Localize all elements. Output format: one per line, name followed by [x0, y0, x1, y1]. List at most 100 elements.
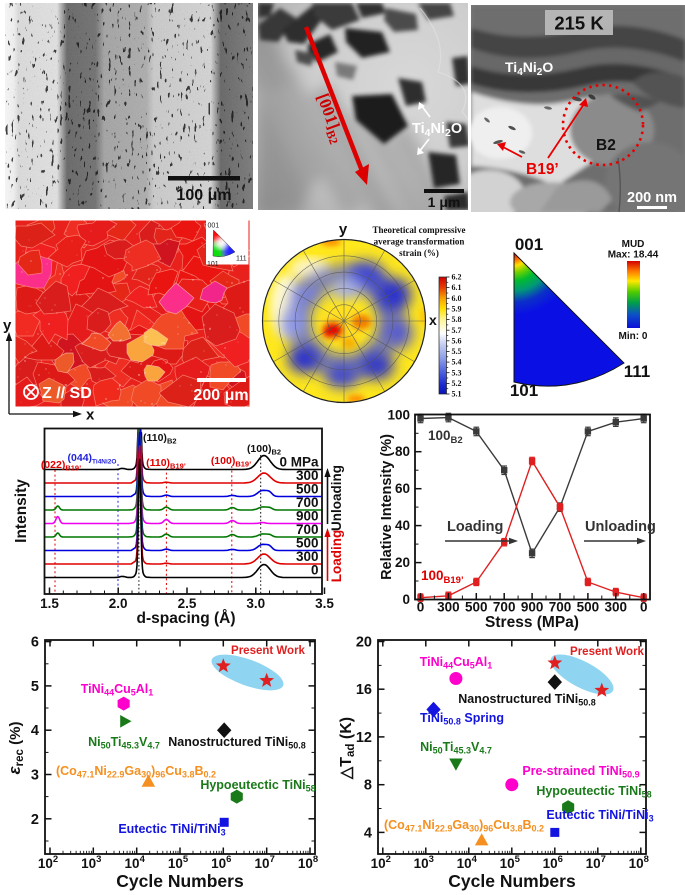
svg-text:Cycle Numbers: Cycle Numbers — [116, 871, 244, 891]
svg-text:0: 0 — [402, 592, 410, 607]
svg-text:6.1: 6.1 — [452, 283, 462, 292]
svg-text:(044)Ti4Ni2O: (044)Ti4Ni2O — [68, 452, 117, 466]
svg-text:111: 111 — [236, 256, 247, 263]
svg-text:(100)B2: (100)B2 — [247, 443, 281, 457]
svg-text:5.8: 5.8 — [452, 315, 462, 324]
svg-text:100: 100 — [387, 407, 410, 422]
svg-text:Loading: Loading — [447, 519, 503, 535]
svg-text:Ni50Ti45.3V4.7: Ni50Ti45.3V4.7 — [88, 735, 160, 751]
svg-text:111: 111 — [624, 362, 651, 381]
svg-text:5.4: 5.4 — [452, 358, 462, 367]
svg-text:5.9: 5.9 — [452, 305, 462, 314]
svg-text:106: 106 — [543, 854, 563, 871]
svg-text:200 nm: 200 nm — [627, 190, 677, 206]
svg-text:500: 500 — [465, 600, 488, 615]
svg-text:20: 20 — [395, 555, 410, 570]
svg-text:TiNi50.8 Spring: TiNi50.8 Spring — [420, 711, 504, 727]
svg-text:Eutectic TiNi/TiNi3: Eutectic TiNi/TiNi3 — [118, 822, 225, 838]
svg-text:001: 001 — [208, 223, 220, 230]
svg-text:6.0: 6.0 — [452, 294, 462, 303]
svg-text:500: 500 — [577, 600, 600, 615]
svg-text:(Co47.1Ni22.9Ga30)96Cu3.8B0.2: (Co47.1Ni22.9Ga30)96Cu3.8B0.2 — [56, 764, 216, 780]
svg-text:105: 105 — [168, 854, 189, 871]
svg-text:107: 107 — [255, 854, 275, 871]
svg-text:5.3: 5.3 — [452, 368, 462, 377]
svg-text:3.0: 3.0 — [246, 596, 265, 611]
svg-text:y: y — [3, 317, 12, 334]
svg-text:Z // SD: Z // SD — [42, 385, 92, 402]
svg-text:20: 20 — [356, 635, 372, 651]
svg-text:102: 102 — [371, 854, 391, 871]
svg-text:0: 0 — [417, 600, 425, 615]
svg-text:B2: B2 — [596, 137, 616, 154]
svg-text:TiNi44Cu5Al1: TiNi44Cu5Al1 — [81, 682, 154, 698]
svg-text:3: 3 — [31, 768, 39, 784]
svg-text:4: 4 — [31, 723, 39, 739]
svg-text:104: 104 — [125, 854, 146, 871]
svg-text:Hypoeutectic TiNi58: Hypoeutectic TiNi58 — [536, 784, 651, 800]
svg-text:B19’: B19’ — [526, 161, 559, 178]
svg-text:0: 0 — [640, 600, 648, 615]
svg-text:Eutectic TiNi/TiNi3: Eutectic TiNi/TiNi3 — [546, 808, 653, 824]
svg-text:103: 103 — [81, 854, 101, 871]
svg-text:300: 300 — [437, 600, 460, 615]
svg-text:Intensity: Intensity — [13, 479, 30, 543]
svg-text:4: 4 — [364, 825, 372, 841]
svg-text:Present Work: Present Work — [231, 645, 306, 657]
svg-text:16: 16 — [356, 682, 372, 698]
svg-text:average transformation: average transformation — [374, 237, 465, 247]
svg-text:300: 300 — [296, 468, 319, 483]
svg-text:500: 500 — [296, 536, 319, 551]
svg-text:001: 001 — [515, 235, 543, 254]
svg-text:2.5: 2.5 — [178, 596, 197, 611]
svg-text:100B19’: 100B19’ — [421, 568, 464, 586]
svg-text:Unloading: Unloading — [329, 465, 344, 531]
svg-text:900: 900 — [521, 600, 544, 615]
svg-text:2.0: 2.0 — [109, 596, 128, 611]
svg-text:2: 2 — [31, 812, 39, 828]
svg-text:d-spacing (Å): d-spacing (Å) — [136, 610, 235, 627]
svg-text:△Tad (K): △Tad (K) — [338, 717, 357, 780]
svg-text:Pre-strained TiNi50.9: Pre-strained TiNi50.9 — [522, 764, 639, 780]
svg-text:700: 700 — [296, 495, 319, 510]
svg-text:strain (%): strain (%) — [399, 248, 439, 258]
svg-text:Unloading: Unloading — [585, 519, 656, 535]
svg-text:100 μm: 100 μm — [176, 187, 231, 204]
svg-text:8: 8 — [364, 778, 372, 794]
svg-text:Nanostructured TiNi50.8: Nanostructured TiNi50.8 — [168, 735, 305, 751]
svg-text:12: 12 — [356, 730, 372, 746]
svg-text:x: x — [429, 312, 437, 328]
svg-text:(110)B19’: (110)B19’ — [146, 457, 186, 471]
svg-text:0: 0 — [311, 563, 319, 578]
svg-text:100B2: 100B2 — [428, 428, 463, 446]
svg-text:500: 500 — [296, 482, 319, 497]
svg-text:TiNi44Cu5Al1: TiNi44Cu5Al1 — [420, 655, 493, 671]
svg-text:5.6: 5.6 — [452, 336, 462, 345]
svg-text:102: 102 — [38, 854, 58, 871]
svg-text:40: 40 — [395, 518, 410, 533]
svg-text:108: 108 — [629, 854, 649, 871]
svg-text:107: 107 — [586, 854, 606, 871]
svg-text:105: 105 — [500, 854, 521, 871]
svg-text:MUD: MUD — [622, 239, 645, 250]
svg-text:700: 700 — [296, 522, 319, 537]
svg-text:Ni50Ti45.3V4.7: Ni50Ti45.3V4.7 — [420, 740, 492, 756]
svg-text:5.5: 5.5 — [452, 347, 462, 356]
svg-text:0 MPa: 0 MPa — [279, 455, 319, 470]
svg-text:700: 700 — [493, 600, 516, 615]
svg-text:Hypoeutectic TiNi58: Hypoeutectic TiNi58 — [200, 778, 315, 794]
svg-text:200 μm: 200 μm — [193, 387, 248, 404]
svg-text:Nanostructured TiNi50.8: Nanostructured TiNi50.8 — [458, 692, 595, 708]
svg-text:y: y — [339, 221, 348, 238]
svg-text:Theoretical compressive: Theoretical compressive — [373, 225, 466, 235]
svg-text:5.2: 5.2 — [452, 379, 462, 388]
svg-text:Ti4Ni2O: Ti4Ni2O — [412, 121, 462, 139]
svg-text:80: 80 — [395, 444, 410, 459]
svg-text:Stress (MPa): Stress (MPa) — [485, 614, 579, 631]
svg-text:Cycle Numbers: Cycle Numbers — [448, 871, 576, 891]
svg-text:104: 104 — [457, 854, 478, 871]
svg-text:(100)B19’: (100)B19’ — [211, 455, 251, 469]
svg-text:Relative Intensity (%): Relative Intensity (%) — [379, 434, 395, 580]
svg-text:108: 108 — [298, 854, 318, 871]
svg-text:1 μm: 1 μm — [428, 194, 461, 210]
